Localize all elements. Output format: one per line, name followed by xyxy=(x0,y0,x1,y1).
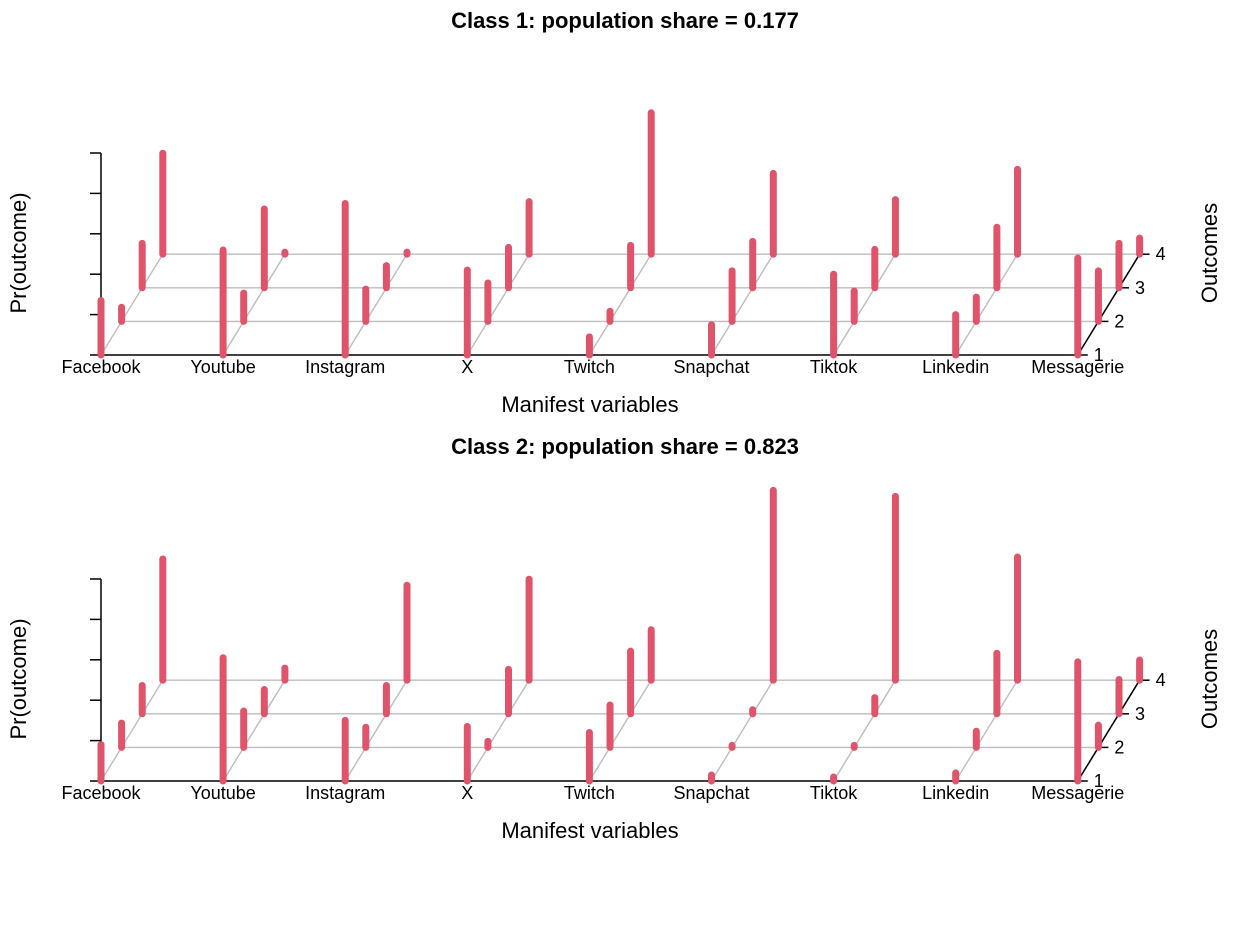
z-tick-label: 2 xyxy=(1114,737,1124,757)
x-tick-label: Twitch xyxy=(564,357,615,377)
grid-line-depth xyxy=(466,253,530,356)
grid-line-depth xyxy=(833,679,896,782)
x-tick-label: Instagram xyxy=(305,783,385,803)
x-tick-label: Snapchat xyxy=(673,357,749,377)
z-tick-label: 4 xyxy=(1156,244,1166,264)
grid-line-depth xyxy=(710,679,774,782)
x-tick-label: X xyxy=(461,357,473,377)
x-axis-title-class-1: Manifest variables xyxy=(501,392,678,417)
z-axis-title-class-2: Outcomes xyxy=(1197,629,1222,729)
x-tick-label: Instagram xyxy=(305,357,385,377)
chart-title-class-1: Class 1: population share = 0.177 xyxy=(451,8,799,33)
z-tick-label: 1 xyxy=(1094,345,1104,365)
x-tick-label: Youtube xyxy=(190,357,255,377)
z-axis-line xyxy=(1077,679,1141,782)
z-tick-label: 1 xyxy=(1094,771,1104,791)
grid-line-depth xyxy=(588,253,652,356)
z-tick-label: 3 xyxy=(1135,278,1145,298)
grid-line-depth xyxy=(955,253,1019,356)
x-tick-label: Messagerie xyxy=(1031,357,1124,377)
grid-line-depth xyxy=(100,679,164,782)
grid-line-depth xyxy=(466,679,530,782)
x-tick-label: Messagerie xyxy=(1031,783,1124,803)
grid-line-depth xyxy=(833,253,896,356)
x-tick-label: Snapchat xyxy=(673,783,749,803)
grid-line-depth xyxy=(344,679,408,782)
x-tick-label: Facebook xyxy=(61,783,141,803)
y-axis-title-class-2: Pr(outcome) xyxy=(6,618,31,739)
x-tick-label: Tiktok xyxy=(810,357,858,377)
x-tick-label: Youtube xyxy=(190,783,255,803)
grid-line-depth xyxy=(344,253,408,356)
grid-line-depth xyxy=(222,253,286,356)
chart-title-class-2: Class 2: population share = 0.823 xyxy=(451,434,799,459)
grid-line-depth xyxy=(222,679,286,782)
z-tick-label: 3 xyxy=(1135,704,1145,724)
x-axis-title-class-2: Manifest variables xyxy=(501,818,678,843)
x-tick-label: Linkedin xyxy=(922,783,989,803)
x-tick-label: X xyxy=(461,783,473,803)
grid-line-depth xyxy=(588,679,652,782)
grid-line-depth xyxy=(710,253,774,356)
y-axis-title-class-1: Pr(outcome) xyxy=(6,192,31,313)
x-tick-label: Facebook xyxy=(61,357,141,377)
grid-line-depth xyxy=(955,679,1019,782)
x-tick-label: Twitch xyxy=(564,783,615,803)
z-tick-label: 2 xyxy=(1114,311,1124,331)
grid-line-depth xyxy=(100,253,164,356)
x-tick-label: Linkedin xyxy=(922,357,989,377)
x-tick-label: Tiktok xyxy=(810,783,858,803)
z-axis-title-class-1: Outcomes xyxy=(1197,203,1222,303)
z-axis-line xyxy=(1077,253,1141,356)
z-tick-label: 4 xyxy=(1156,670,1166,690)
